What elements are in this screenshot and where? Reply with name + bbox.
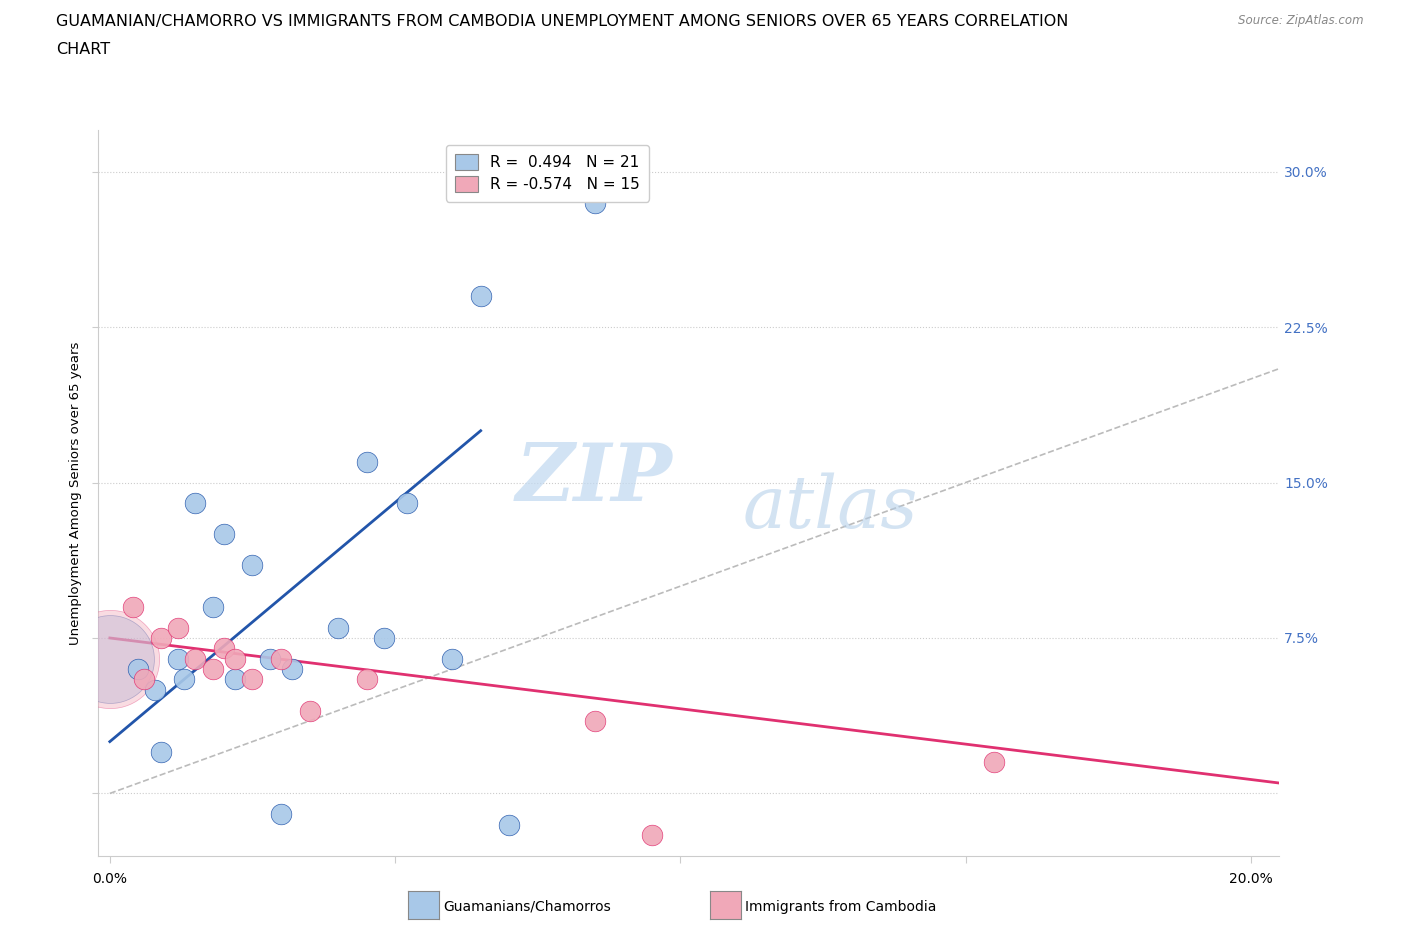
Point <box>184 496 207 511</box>
Point <box>201 661 224 676</box>
Point <box>98 651 121 666</box>
Point <box>583 195 606 210</box>
Point <box>583 713 606 728</box>
Legend: R =  0.494   N = 21, R = -0.574   N = 15: R = 0.494 N = 21, R = -0.574 N = 15 <box>446 145 648 202</box>
Text: 20.0%: 20.0% <box>1229 872 1272 886</box>
Point <box>470 288 492 303</box>
Point <box>326 620 349 635</box>
Point <box>212 527 235 542</box>
Point <box>212 641 235 656</box>
Point <box>167 620 190 635</box>
Point <box>395 496 418 511</box>
Point <box>356 672 378 687</box>
Point <box>121 600 143 615</box>
Point <box>224 672 246 687</box>
Text: GUAMANIAN/CHAMORRO VS IMMIGRANTS FROM CAMBODIA UNEMPLOYMENT AMONG SENIORS OVER 6: GUAMANIAN/CHAMORRO VS IMMIGRANTS FROM CA… <box>56 14 1069 29</box>
Point <box>184 651 207 666</box>
Text: Immigrants from Cambodia: Immigrants from Cambodia <box>745 899 936 914</box>
Point <box>281 661 304 676</box>
Point <box>201 600 224 615</box>
Point <box>641 828 664 843</box>
Point <box>298 703 321 718</box>
Point <box>224 651 246 666</box>
Point <box>373 631 395 645</box>
Point <box>150 745 173 760</box>
Text: Guamanians/Chamorros: Guamanians/Chamorros <box>443 899 610 914</box>
Point <box>98 651 121 666</box>
Point <box>270 806 292 821</box>
Point <box>145 683 167 698</box>
Point <box>242 558 264 573</box>
Text: 0.0%: 0.0% <box>93 872 128 886</box>
Point <box>173 672 195 687</box>
Point <box>498 817 520 832</box>
Text: CHART: CHART <box>56 42 110 57</box>
Text: ZIP: ZIP <box>516 440 673 517</box>
Point <box>242 672 264 687</box>
Point <box>132 672 155 687</box>
Point <box>127 661 149 676</box>
Y-axis label: Unemployment Among Seniors over 65 years: Unemployment Among Seniors over 65 years <box>69 341 83 644</box>
Text: Source: ZipAtlas.com: Source: ZipAtlas.com <box>1239 14 1364 27</box>
Point <box>270 651 292 666</box>
Point <box>983 755 1005 770</box>
Text: atlas: atlas <box>742 472 918 543</box>
Point <box>441 651 464 666</box>
Point <box>167 651 190 666</box>
Point <box>259 651 281 666</box>
Point <box>150 631 173 645</box>
Point <box>356 455 378 470</box>
